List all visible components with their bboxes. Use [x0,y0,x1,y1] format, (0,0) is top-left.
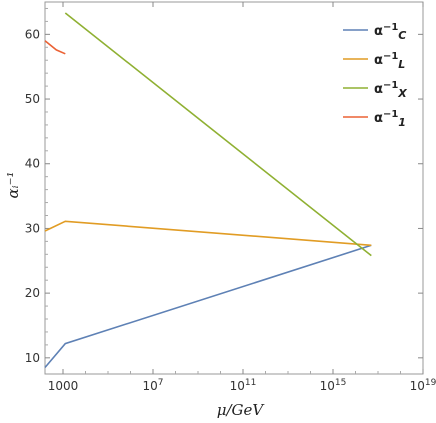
y-tick-label: 10 [25,351,40,365]
y-tick-label: 50 [25,92,40,106]
x-tick-label: 1015 [320,378,347,393]
plot-border [44,1,424,375]
y-axis-title: αᵢ⁻¹ [4,171,22,198]
y-tick-label: 40 [25,157,40,171]
series-line-l [44,220,372,247]
y-tick-label: 60 [25,27,40,41]
x-tick-label: 107 [142,378,163,393]
legend-label: α−1C [374,22,406,42]
legend: α−1C α−1L α−1X α−11 [343,22,407,129]
legend-label: α−11 [374,109,406,129]
series-line-c [44,244,372,369]
plot-frame [44,1,424,375]
legend-label: α−1X [374,80,407,100]
series-lines [44,12,372,369]
x-axis-ticks: 1000 107 1011 1015 1019 [48,2,436,393]
legend-label: α−1L [374,51,405,71]
x-tick-label: 1019 [410,378,436,393]
series-line-1 [44,40,66,55]
x-tick-label: 1000 [48,379,79,393]
series-line-x [64,12,372,257]
x-axis-title: μ/GeV [217,401,266,419]
y-tick-label: 30 [25,221,40,235]
y-tick-label: 20 [25,286,40,300]
y-axis-ticks: 10 20 30 40 50 60 [25,7,423,365]
x-tick-label: 1011 [230,378,257,393]
